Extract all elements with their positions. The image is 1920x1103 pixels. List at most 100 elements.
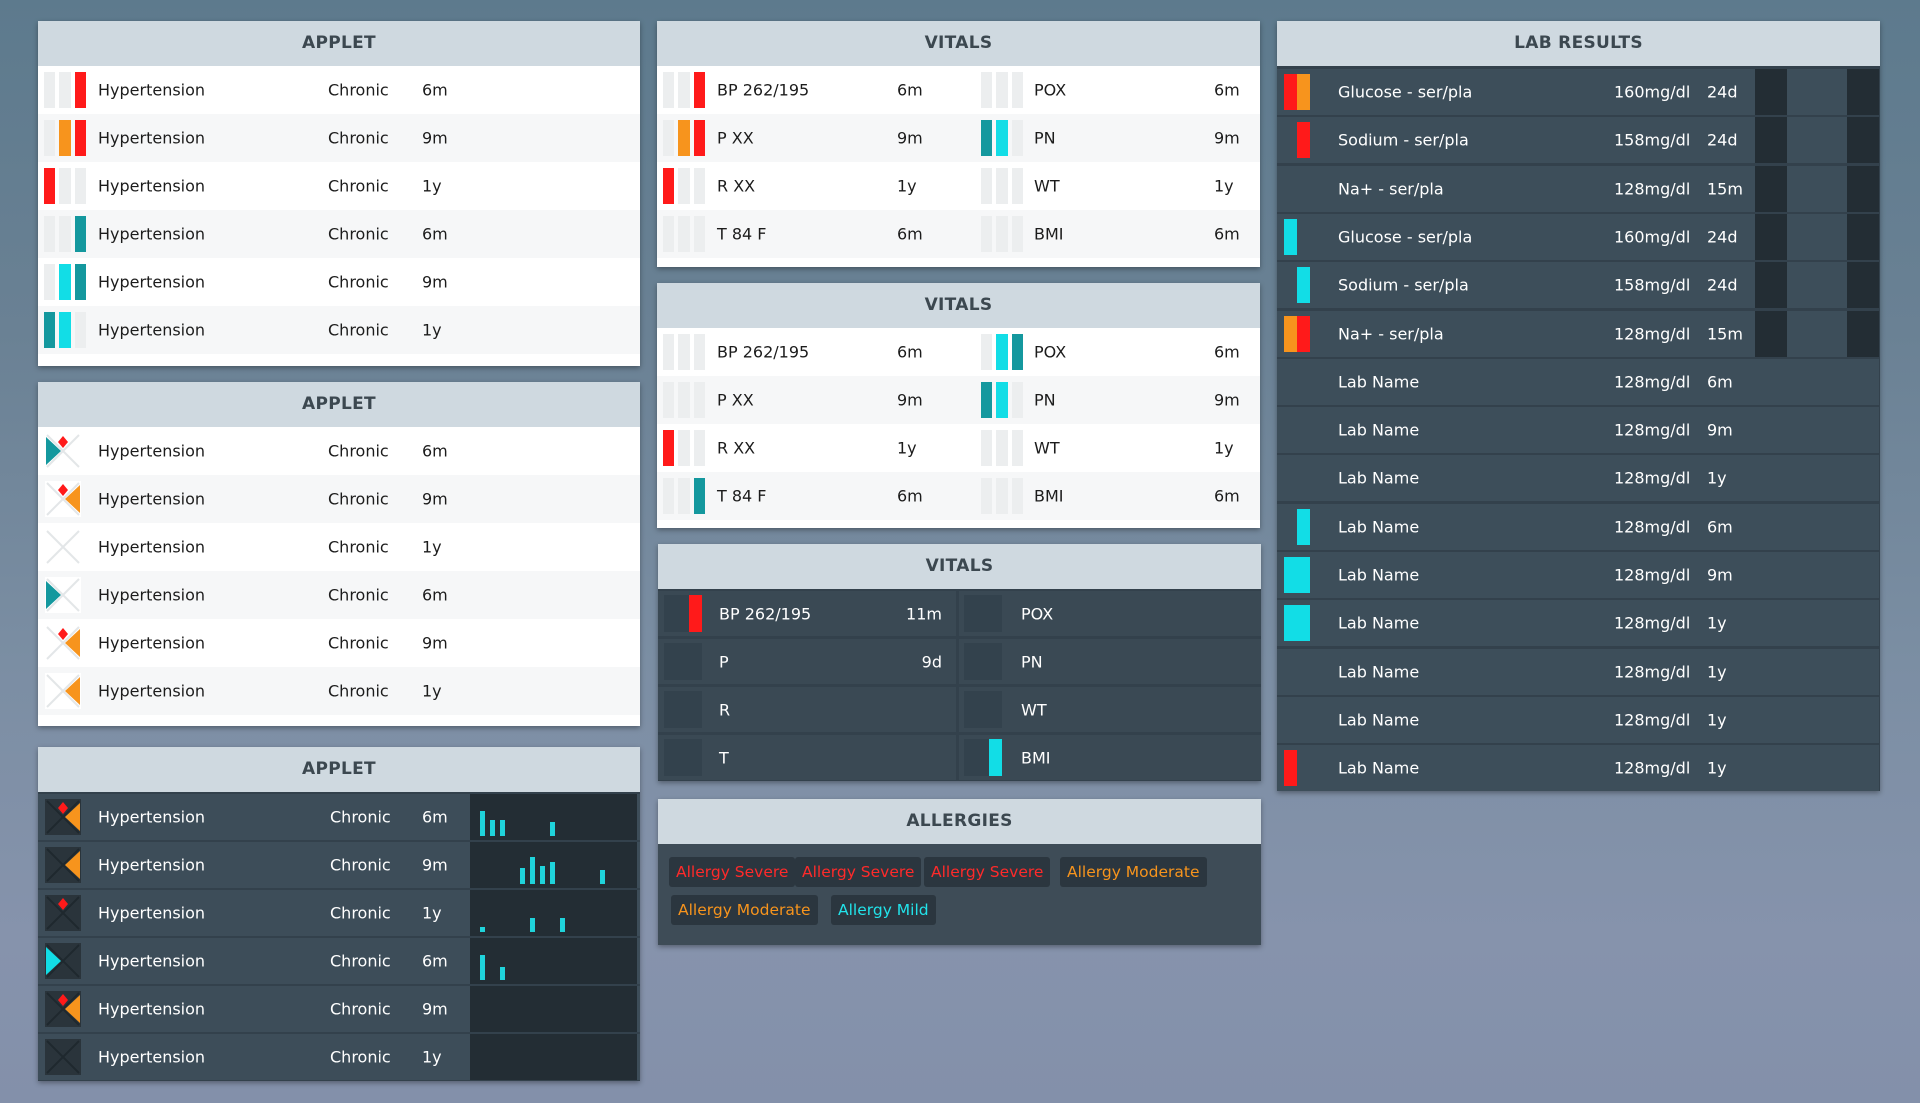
lab-row[interactable]: Lab Name 128mg/dl 1y bbox=[1277, 745, 1879, 792]
applet-row[interactable]: Hypertension Chronic 9m bbox=[38, 475, 640, 523]
applet-row[interactable]: Hypertension Chronic 6m bbox=[38, 427, 640, 475]
applet-row[interactable]: Hypertension Chronic 9m bbox=[38, 258, 640, 306]
vital-label[interactable]: POX bbox=[1034, 80, 1067, 100]
vital-label[interactable]: BP 262/195 bbox=[717, 80, 810, 100]
lab-row[interactable]: Lab Name 128mg/dl 9m bbox=[1277, 407, 1879, 454]
vital-label[interactable]: R XX bbox=[717, 438, 756, 458]
vital-label[interactable]: P XX bbox=[717, 128, 754, 148]
lab-row[interactable]: Lab Name 128mg/dl 1y bbox=[1277, 648, 1879, 695]
lab-row[interactable]: Na+ - ser/pla 128mg/dl 15m bbox=[1277, 310, 1879, 357]
vital-cell[interactable]: PN bbox=[959, 639, 1261, 684]
allergy-badge[interactable]: Allergy Severe bbox=[795, 857, 922, 887]
allergy-badge[interactable]: Allergy Moderate bbox=[671, 895, 818, 925]
x-icon-teal bbox=[45, 577, 81, 613]
status-indicator-seg bbox=[1297, 702, 1310, 738]
status-indicator bbox=[663, 120, 705, 156]
sparkline-bar bbox=[530, 918, 535, 932]
lab-row[interactable]: Lab Name 128mg/dl 1y bbox=[1277, 696, 1879, 743]
status-indicator-seg bbox=[693, 120, 705, 156]
status-indicator-seg bbox=[996, 72, 1008, 108]
vital-label[interactable]: BMI bbox=[1034, 224, 1064, 244]
vital-time: 1y bbox=[897, 438, 917, 458]
status-box bbox=[664, 643, 702, 680]
lab-row[interactable]: Na+ - ser/pla 128mg/dl 15m bbox=[1277, 165, 1879, 212]
vital-label[interactable]: WT bbox=[1034, 176, 1060, 196]
trend-cell bbox=[1847, 69, 1879, 115]
sparkline-bar bbox=[550, 822, 555, 836]
vital-label[interactable]: R XX bbox=[717, 176, 756, 196]
lab-time: 1y bbox=[1707, 758, 1727, 778]
applet-row[interactable]: Hypertension Chronic 1y bbox=[38, 306, 640, 354]
lab-value: 128mg/dl bbox=[1614, 758, 1691, 778]
status-indicator bbox=[663, 168, 705, 204]
status-indicator-seg bbox=[1011, 72, 1023, 108]
applet-row[interactable]: Hypertension Chronic 1y bbox=[38, 667, 640, 715]
vital-time: 1y bbox=[897, 176, 917, 196]
status-indicator bbox=[44, 312, 86, 348]
allergy-badge[interactable]: Allergy Severe bbox=[669, 857, 796, 887]
applet-row[interactable]: Hypertension Chronic 1y bbox=[38, 162, 640, 210]
vital-label[interactable]: BMI bbox=[1034, 486, 1064, 506]
lab-row[interactable]: Lab Name 128mg/dl 1y bbox=[1277, 455, 1879, 502]
vital-cell[interactable]: T bbox=[658, 735, 956, 780]
vital-label: BMI bbox=[1021, 748, 1051, 767]
lab-row[interactable]: Glucose - ser/pla 160mg/dl 24d bbox=[1277, 213, 1879, 260]
lab-row[interactable]: Lab Name 128mg/dl 1y bbox=[1277, 600, 1879, 647]
status-indicator-seg bbox=[678, 216, 690, 252]
x-icon-orange bbox=[45, 847, 81, 883]
vital-label[interactable]: PN bbox=[1034, 128, 1056, 148]
vital-label[interactable]: PN bbox=[1034, 390, 1056, 410]
vitals-row: BP 262/195 6m POX 6m bbox=[657, 66, 1260, 114]
vital-cell[interactable]: BP 262/195 11m bbox=[658, 591, 956, 636]
vital-label[interactable]: T 84 F bbox=[717, 486, 767, 506]
applet-row[interactable]: Hypertension Chronic 9m bbox=[38, 114, 640, 162]
vital-label[interactable]: BP 262/195 bbox=[717, 342, 810, 362]
status-indicator-seg bbox=[1011, 334, 1023, 370]
applet-row[interactable]: Hypertension Chronic 9m bbox=[38, 619, 640, 667]
applet-row[interactable]: Hypertension Chronic 6m bbox=[38, 571, 640, 619]
vital-value: 9d bbox=[921, 652, 942, 671]
vital-cell[interactable]: WT bbox=[959, 687, 1261, 732]
vital-label[interactable]: WT bbox=[1034, 438, 1060, 458]
applet-row[interactable]: Hypertension Chronic 6m bbox=[38, 938, 640, 984]
allergy-badge[interactable]: Allergy Severe bbox=[924, 857, 1051, 887]
applet-row[interactable]: Hypertension Chronic 9m bbox=[38, 842, 640, 888]
lab-row[interactable]: Glucose - ser/pla 160mg/dl 24d bbox=[1277, 69, 1879, 115]
sparkline-bar bbox=[540, 866, 545, 884]
allergy-badge[interactable]: Allergy Moderate bbox=[1060, 857, 1207, 887]
condition-type: Chronic bbox=[330, 855, 391, 875]
sparkline-bar bbox=[500, 967, 505, 980]
applet-row[interactable]: Hypertension Chronic 1y bbox=[38, 1034, 640, 1080]
vital-cell[interactable]: BMI bbox=[959, 735, 1261, 780]
applet-row[interactable]: Hypertension Chronic 6m bbox=[38, 794, 640, 840]
lab-row[interactable]: Lab Name 128mg/dl 9m bbox=[1277, 552, 1879, 598]
lab-row[interactable]: Lab Name 128mg/dl 6m bbox=[1277, 503, 1879, 550]
trend-cell bbox=[1755, 213, 1787, 260]
lab-value: 128mg/dl bbox=[1614, 372, 1691, 392]
allergies-panel: ALLERGIES Allergy Severe Allergy Severe Al… bbox=[658, 799, 1261, 945]
applet-row[interactable]: Hypertension Chronic 1y bbox=[38, 890, 640, 936]
vital-cell[interactable]: R bbox=[658, 687, 956, 732]
applet-row[interactable]: Hypertension Chronic 6m bbox=[38, 66, 640, 114]
lab-row[interactable]: Sodium - ser/pla 158mg/dl 24d bbox=[1277, 262, 1879, 309]
lab-value: 128mg/dl bbox=[1614, 662, 1691, 682]
lab-row[interactable]: Sodium - ser/pla 158mg/dl 24d bbox=[1277, 117, 1879, 164]
applet-row[interactable]: Hypertension Chronic 9m bbox=[38, 986, 640, 1032]
status-indicator-seg bbox=[1284, 460, 1297, 496]
x-icon-orange-red bbox=[45, 625, 81, 661]
status-indicator-seg bbox=[1284, 557, 1297, 593]
lab-row[interactable]: Lab Name 128mg/dl 6m bbox=[1277, 358, 1879, 405]
status-indicator bbox=[1284, 315, 1310, 352]
vital-cell[interactable]: POX bbox=[959, 591, 1261, 636]
vital-label[interactable]: POX bbox=[1034, 342, 1067, 362]
status-indicator-seg bbox=[1284, 74, 1297, 110]
vital-label[interactable]: T 84 F bbox=[717, 224, 767, 244]
vital-label[interactable]: P XX bbox=[717, 390, 754, 410]
condition-time: 9m bbox=[422, 128, 448, 148]
vital-cell[interactable]: P 9d bbox=[658, 639, 956, 684]
applet-row[interactable]: Hypertension Chronic 6m bbox=[38, 210, 640, 258]
allergy-badge[interactable]: Allergy Mild bbox=[831, 895, 936, 925]
vital-time: 6m bbox=[1214, 224, 1240, 244]
status-indicator bbox=[1284, 218, 1310, 255]
applet-row[interactable]: Hypertension Chronic 1y bbox=[38, 523, 640, 571]
